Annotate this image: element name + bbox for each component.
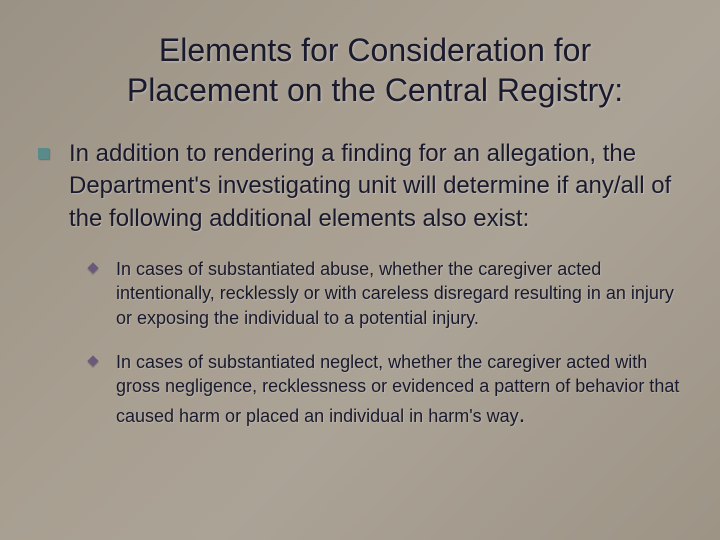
diamond-bullet-icon: [88, 263, 98, 273]
sub-bullet-text: In cases of substantiated abuse, whether…: [116, 257, 680, 330]
sub-bullet-row: In cases of substantiated neglect, wheth…: [88, 350, 680, 431]
main-bullet-row: In addition to rendering a finding for a…: [38, 138, 680, 235]
sub-bullet-text: In cases of substantiated neglect, wheth…: [116, 350, 680, 431]
slide-title: Elements for Consideration for Placement…: [90, 30, 660, 110]
main-bullet-text: In addition to rendering a finding for a…: [69, 138, 680, 235]
trailing-period: .: [519, 401, 526, 428]
sub-bullet-text-content: In cases of substantiated neglect, wheth…: [116, 352, 679, 426]
square-bullet-icon: [38, 148, 49, 159]
diamond-bullet-icon: [88, 356, 98, 366]
sub-bullet-row: In cases of substantiated abuse, whether…: [88, 257, 680, 330]
slide-container: Elements for Consideration for Placement…: [0, 0, 720, 540]
